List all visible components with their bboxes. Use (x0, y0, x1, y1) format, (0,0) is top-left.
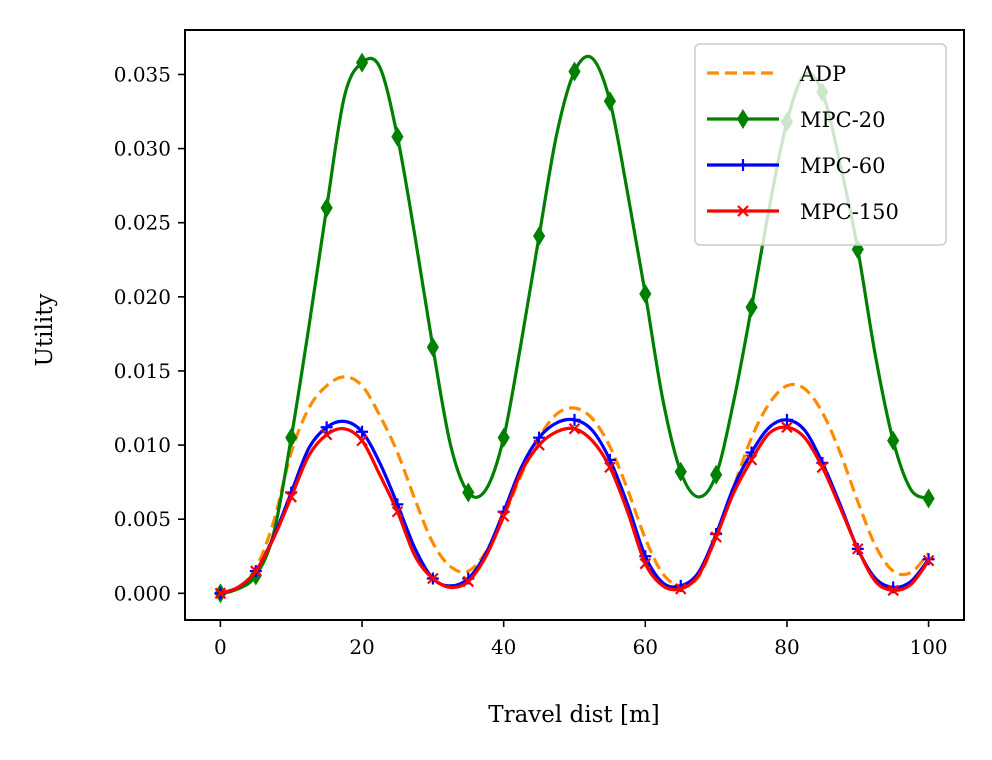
data-point (674, 461, 687, 482)
data-point (639, 557, 652, 570)
x-tick-label: 40 (491, 635, 516, 659)
x-tick-label: 60 (633, 635, 658, 659)
y-axis-ticks: 0.000 0.005 0.010 0.015 0.020 0.025 0.030 0.035 (114, 62, 185, 605)
data-point (603, 91, 616, 112)
y-tick-label: 0.035 (114, 62, 171, 86)
data-point (250, 565, 262, 577)
data-point (639, 283, 652, 304)
legend-item: ADP (707, 62, 846, 86)
data-point (214, 587, 227, 600)
x-tick-label: 0 (214, 635, 227, 659)
legend-label: ADP (799, 62, 846, 86)
x-tick-label: 100 (909, 635, 947, 659)
data-point (568, 61, 581, 82)
legend-box (694, 43, 947, 246)
data-point (320, 428, 333, 441)
data-point (887, 584, 899, 597)
y-tick-label: 0.030 (114, 137, 171, 161)
legend-label: MPC-150 (800, 200, 899, 224)
data-point (285, 491, 298, 503)
y-tick-label: 0.010 (114, 433, 171, 457)
data-point (285, 427, 298, 448)
data-point (745, 297, 758, 318)
legend-item: MPC-20 (707, 108, 886, 132)
data-point (710, 464, 723, 485)
series-adp (220, 375, 930, 595)
series-mpc-150 (214, 421, 935, 600)
data-point (568, 413, 581, 426)
legend-item: MPC-60 (707, 154, 886, 178)
x-tick-label: 80 (774, 635, 799, 659)
data-point (533, 431, 546, 444)
legend-label: MPC-60 (800, 154, 886, 178)
data-point (427, 572, 439, 585)
data-point (320, 421, 333, 434)
data-point (533, 226, 546, 247)
data-point (355, 52, 369, 73)
legend-label: MPC-20 (800, 108, 886, 132)
data-point (497, 510, 510, 523)
legend: ADP MPC-20 MPC-60 MPC-150 (694, 43, 947, 246)
data-point (816, 461, 829, 474)
legend-marker (737, 205, 749, 217)
y-tick-label: 0.025 (114, 211, 171, 235)
data-point (922, 488, 935, 509)
data-point (851, 543, 864, 555)
y-tick-label: 0.015 (114, 359, 171, 383)
y-tick-label: 0.000 (114, 581, 171, 605)
data-point (391, 126, 404, 147)
legend-item: MPC-150 (707, 200, 899, 224)
x-tick-label: 20 (349, 635, 374, 659)
data-point (462, 575, 475, 588)
data-point (674, 583, 687, 595)
x-axis-label: Travel dist [m] (488, 702, 660, 728)
y-tick-label: 0.005 (114, 507, 171, 531)
data-point (604, 461, 616, 474)
y-axis-label: Utility (32, 294, 58, 367)
legend-marker (736, 109, 750, 129)
data-point (320, 197, 333, 218)
y-tick-label: 0.020 (114, 285, 171, 309)
data-point (497, 427, 510, 448)
series-line (220, 375, 930, 595)
data-point (710, 531, 722, 543)
series-layer (214, 52, 935, 604)
data-point (568, 422, 581, 435)
data-point (780, 413, 793, 426)
legend-marker (737, 159, 749, 171)
data-point (887, 430, 900, 451)
data-point (356, 434, 368, 447)
x-axis-ticks: 0 20 40 60 80 100 (214, 620, 948, 659)
data-point (533, 439, 545, 451)
plot-area-frame (184, 29, 965, 621)
data-point (922, 554, 935, 567)
data-point (745, 454, 758, 466)
data-point (356, 425, 369, 438)
data-point (462, 482, 475, 503)
data-point (426, 337, 439, 358)
data-point (391, 506, 404, 518)
data-point (781, 421, 793, 434)
